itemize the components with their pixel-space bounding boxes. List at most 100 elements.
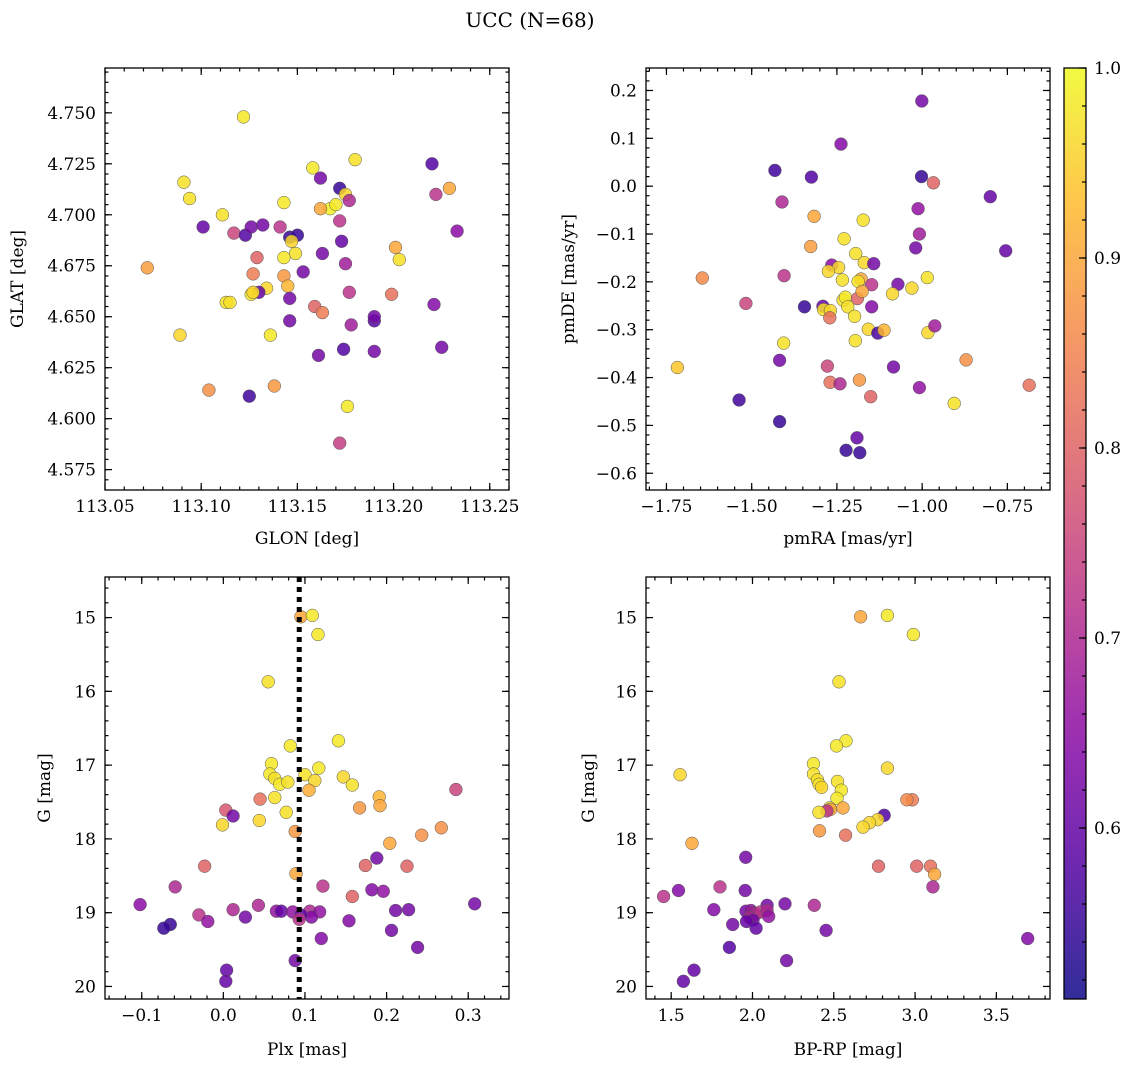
data-point	[821, 264, 836, 278]
data-point	[830, 791, 844, 805]
data-point	[837, 232, 851, 246]
data-point	[277, 250, 291, 265]
data-point	[768, 163, 782, 178]
data-point	[676, 974, 691, 988]
data-point	[388, 240, 403, 255]
data-point	[926, 880, 940, 894]
data-point	[331, 734, 346, 748]
data-point	[311, 627, 325, 642]
y-tick-label: 18	[74, 830, 96, 850]
data-point	[263, 328, 278, 342]
data-point	[342, 285, 356, 299]
data-point	[849, 246, 863, 261]
data-point	[250, 250, 264, 265]
data-point	[333, 214, 347, 228]
colorbar-tick-label: 0.7	[1094, 629, 1121, 649]
data-point	[367, 344, 381, 359]
data-point	[334, 234, 349, 248]
y-tick-label: −0.3	[596, 321, 637, 341]
data-point	[912, 227, 927, 241]
data-point	[336, 342, 351, 356]
data-point	[316, 879, 330, 893]
data-point	[807, 209, 821, 223]
data-point	[833, 377, 847, 391]
data-point	[215, 818, 230, 832]
data-point	[1021, 931, 1035, 946]
data-point	[812, 824, 827, 838]
data-point	[401, 903, 416, 917]
points-glon-glat	[140, 110, 464, 450]
data-point	[410, 940, 425, 955]
data-point	[345, 778, 359, 792]
data-point	[839, 443, 853, 457]
data-point	[865, 278, 879, 292]
data-point	[284, 234, 299, 248]
data-point	[177, 175, 191, 189]
y-tick-label: 15	[615, 609, 637, 629]
data-point	[838, 828, 853, 842]
data-point	[856, 820, 870, 834]
data-point	[864, 390, 878, 404]
data-point	[219, 963, 234, 977]
data-point	[927, 867, 942, 881]
data-point	[274, 904, 288, 918]
data-point	[277, 195, 291, 210]
y-tick-label: 4.600	[47, 410, 96, 430]
y-tick-label: −0.5	[596, 416, 637, 436]
x-tick-label: −1.50	[726, 497, 778, 517]
points-plx-g	[133, 608, 482, 988]
data-point	[383, 836, 397, 850]
data-point	[739, 850, 753, 864]
y-tick-label: 20	[74, 977, 96, 997]
data-point	[909, 241, 923, 255]
data-point	[912, 380, 927, 395]
data-point	[384, 287, 399, 301]
data-point	[329, 197, 343, 212]
axes-frame-3	[104, 576, 510, 1000]
data-point	[886, 360, 901, 374]
x-tick-label: −1.75	[640, 497, 692, 517]
data-point	[251, 898, 266, 912]
data-point	[867, 257, 881, 271]
data-point	[814, 780, 829, 794]
y-tick-label: −0.1	[596, 225, 637, 245]
y-tick-label: 15	[74, 609, 96, 629]
x-tick-label: −1.00	[896, 497, 948, 517]
data-point	[345, 889, 359, 904]
data-point	[775, 195, 789, 209]
data-point	[315, 305, 330, 320]
data-point	[267, 379, 281, 393]
points-pmra-pmde	[670, 94, 1036, 460]
figure-title: UCC (N=68)	[465, 8, 594, 32]
data-point	[804, 239, 818, 254]
data-point	[311, 348, 326, 363]
data-point	[926, 176, 941, 190]
yticks-g-3: 15 16 17 18 19 20	[74, 587, 509, 997]
data-point	[695, 271, 709, 285]
x-tick-label: 113.20	[364, 497, 423, 517]
data-point	[836, 801, 850, 815]
data-point	[915, 94, 929, 108]
y-tick-label: 0.2	[610, 81, 637, 101]
data-point	[777, 336, 791, 350]
y-tick-label: 4.675	[47, 257, 96, 277]
y-tick-label: 17	[74, 756, 96, 776]
xticks-plx: −0.1 0.0 0.1 0.2 0.3	[108, 577, 502, 1026]
data-point	[288, 246, 303, 261]
data-point	[885, 287, 900, 301]
colorbar-tick-label: 0.8	[1094, 439, 1121, 459]
panel-glon-glat: 113.05 113.10 113.15 113.20 113.25 4.575 4.60…	[8, 67, 520, 549]
yticks-pmde: −0.6 −0.5 −0.4 −0.3 −0.2 −0.1 0.0 0.1 0.2	[596, 70, 1050, 484]
data-point	[415, 828, 429, 842]
data-point	[313, 202, 328, 216]
data-point	[215, 208, 230, 222]
xlabel-bprp: BP-RP [mag]	[794, 1040, 903, 1060]
y-tick-label: 4.725	[47, 155, 96, 175]
data-point	[253, 792, 267, 806]
colorbar-gradient	[1064, 68, 1086, 999]
data-point	[173, 328, 187, 342]
data-point	[312, 761, 326, 775]
data-point	[223, 295, 237, 310]
ylabel-g-3: G [mag]	[35, 753, 55, 822]
data-point	[920, 270, 934, 285]
